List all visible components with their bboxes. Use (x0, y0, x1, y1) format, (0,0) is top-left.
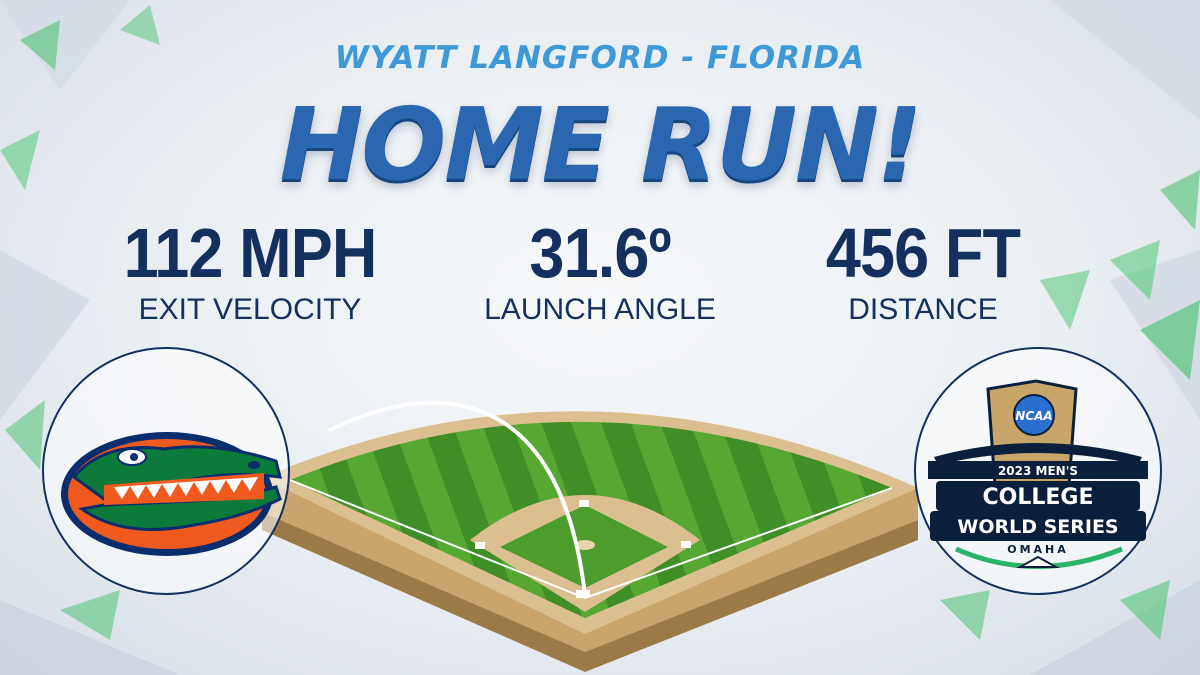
stat-value: 112 MPH (123, 214, 378, 292)
stat-label: DISTANCE (848, 293, 998, 326)
first-base-icon (681, 541, 691, 548)
ball-trajectory-arc (328, 400, 587, 597)
third-base-icon (475, 542, 485, 549)
cws-year-line: 2023 MEN'S (998, 464, 1078, 478)
cws-logo-icon: NCAA 2023 MEN'S COLLEGE WORLD SERIES OMA… (928, 379, 1148, 569)
stat-exit-velocity: 112 MPH EXIT VELOCITY (70, 215, 430, 327)
stat-value: 31.6º (529, 214, 671, 292)
ncaa-badge: NCAA (1015, 409, 1052, 423)
cws-title-line2: WORLD SERIES (957, 516, 1118, 538)
gator-head-icon (61, 432, 282, 556)
college-world-series-logo-circle: NCAA 2023 MEN'S COLLEGE WORLD SERIES OMA… (914, 347, 1162, 595)
stat-value: 456 FT (825, 214, 1021, 292)
stat-launch-angle: 31.6º LAUNCH ANGLE (420, 215, 780, 327)
headline-title: HOME RUN! (279, 86, 923, 203)
pitchers-mound-icon (575, 540, 595, 550)
second-base-icon (579, 500, 589, 507)
cws-location: OMAHA (1007, 543, 1069, 556)
player-name-line: WYATT LANGFORD - FLORIDA (334, 40, 866, 76)
stat-distance: 456 FT DISTANCE (743, 215, 1103, 327)
stat-label: LAUNCH ANGLE (484, 293, 716, 326)
florida-gators-logo-circle (42, 347, 290, 595)
stat-label: EXIT VELOCITY (138, 293, 362, 326)
cws-title-line1: COLLEGE (983, 485, 1094, 510)
